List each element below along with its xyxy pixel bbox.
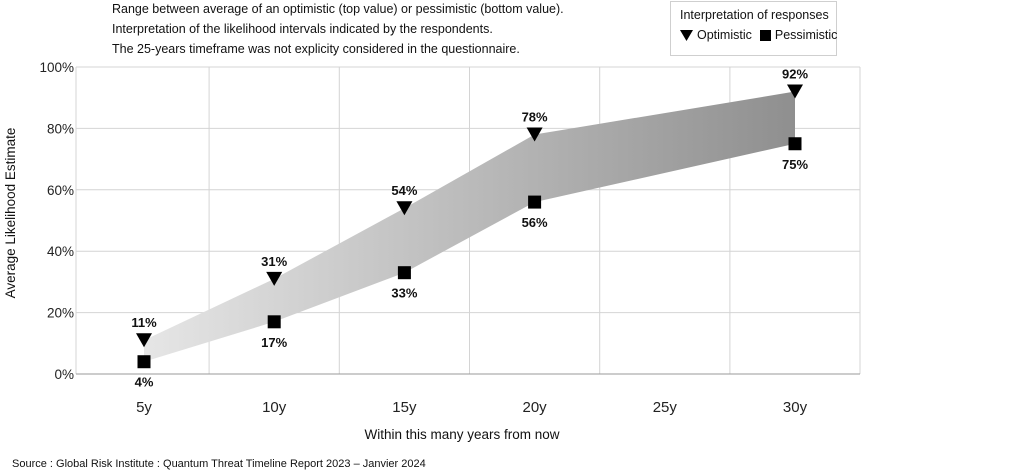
- x-tick-label: 10y: [262, 399, 287, 416]
- pessimistic-marker: [137, 355, 151, 369]
- legend-title: Interpretation of responses: [680, 8, 829, 22]
- pessimistic-data-label: 56%: [522, 215, 548, 230]
- triangle-down-icon: [680, 29, 693, 41]
- source-note: Source : Global Risk Institute : Quantum…: [12, 458, 426, 470]
- x-tick-label: 5y: [136, 399, 152, 416]
- likelihood-range-band: [144, 91, 795, 362]
- optimistic-data-label: 54%: [391, 183, 417, 198]
- axes: 0% 20% 40% 60% 80% 100% 5y 10y 15y 20y 25y 30y: [39, 60, 860, 416]
- legend-pessimistic-label: Pessimistic: [774, 28, 838, 42]
- optimistic-data-label: 31%: [261, 254, 287, 269]
- optimistic-data-label: 92%: [782, 67, 808, 82]
- optimistic-marker: [136, 333, 152, 348]
- legend: Interpretation of responses Optimistic P…: [670, 1, 837, 56]
- x-tick-label: 30y: [783, 399, 808, 416]
- note-line-1: Range between average of an optimistic (…: [112, 2, 564, 16]
- pessimistic-marker: [397, 266, 411, 280]
- y-axis-title: Average Likelihood Estimate: [3, 128, 18, 299]
- y-tick-label: 40%: [47, 244, 74, 259]
- pessimistic-marker: [528, 195, 542, 209]
- x-tick-label: 15y: [392, 399, 417, 416]
- y-tick-label: 0%: [54, 367, 74, 382]
- optimistic-marker: [396, 201, 413, 216]
- x-tick-label: 25y: [653, 399, 678, 416]
- likelihood-band: [144, 91, 795, 362]
- note-line-3: The 25-years timeframe was not explicity…: [112, 42, 520, 56]
- pessimistic-data-label: 75%: [782, 157, 808, 172]
- pessimistic-marker: [788, 137, 802, 151]
- markers: [136, 84, 803, 369]
- y-tick-label: 80%: [47, 121, 74, 136]
- x-axis-title: Within this many years from now: [364, 427, 559, 442]
- legend-optimistic-label: Optimistic: [697, 28, 752, 42]
- y-tick-label: 60%: [47, 183, 74, 198]
- optimistic-marker: [526, 127, 543, 142]
- pessimistic-data-label: 4%: [135, 375, 154, 390]
- y-tick-label: 100%: [39, 60, 74, 75]
- optimistic-marker: [266, 271, 283, 286]
- y-tick-label: 20%: [47, 306, 74, 321]
- optimistic-data-label: 11%: [131, 315, 157, 330]
- optimistic-marker: [787, 84, 803, 99]
- legend-entries: Optimistic Pessimistic: [680, 28, 837, 42]
- pessimistic-data-label: 33%: [391, 286, 417, 301]
- x-tick-label: 20y: [523, 399, 548, 416]
- pessimistic-marker: [267, 315, 281, 329]
- square-icon: [759, 29, 771, 41]
- data-labels: 11% 31% 54% 78% 92% 4% 17% 33% 56% 75%: [131, 67, 808, 390]
- optimistic-data-label: 78%: [522, 110, 548, 125]
- pessimistic-data-label: 17%: [261, 335, 287, 350]
- note-line-2: Interpretation of the likelihood interva…: [112, 22, 493, 36]
